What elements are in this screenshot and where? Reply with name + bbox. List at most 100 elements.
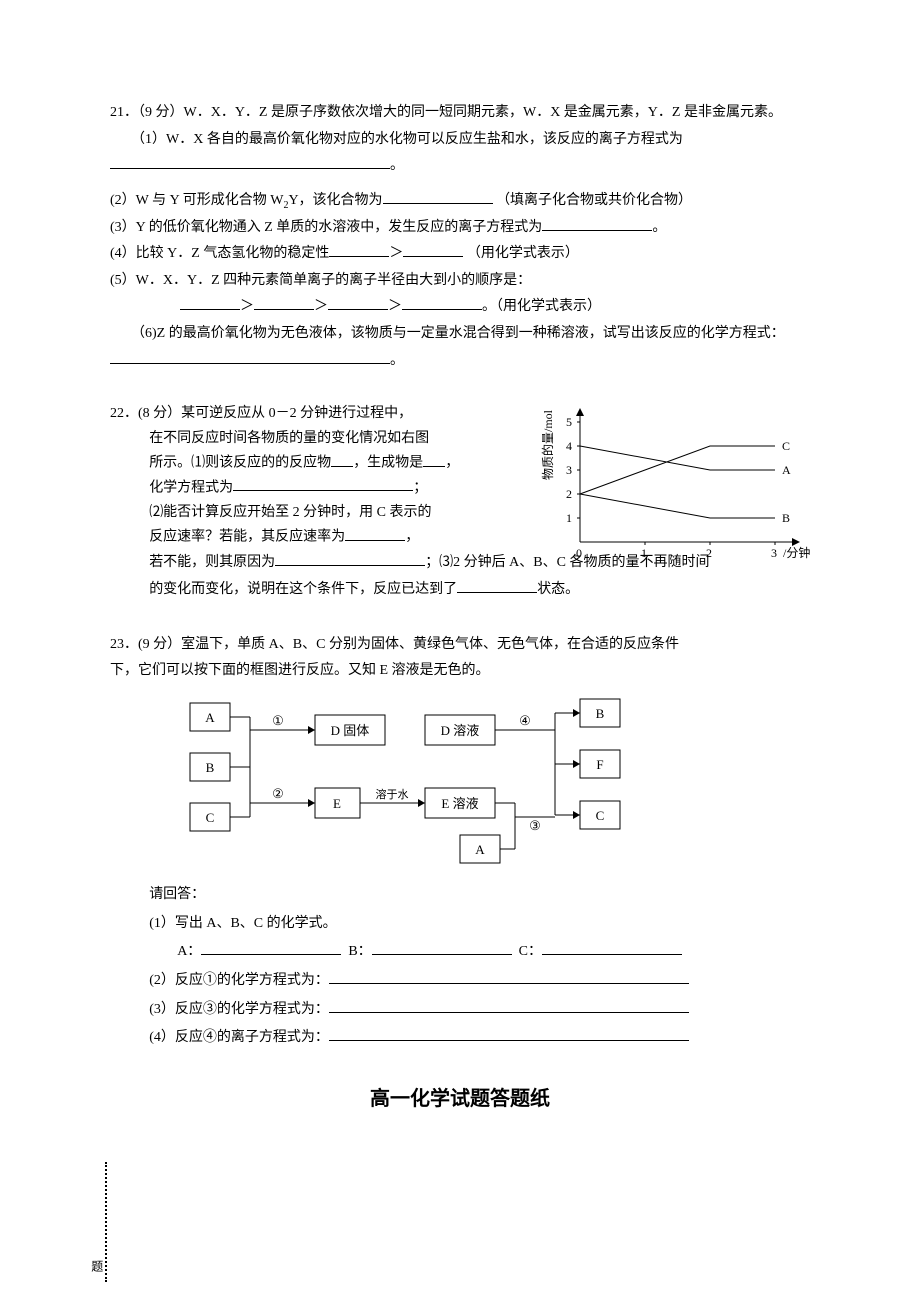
svg-text:B: B — [206, 760, 215, 775]
blank-line[interactable] — [110, 348, 390, 363]
svg-text:E 溶液: E 溶液 — [441, 796, 478, 811]
svg-text:C: C — [206, 810, 215, 825]
blank-line[interactable] — [403, 242, 463, 257]
q22-head: 22．(8 分）某可逆反应从 0－2 分钟进行过程中， — [110, 402, 490, 427]
comma: ， — [405, 530, 419, 545]
q21-p4b: （用化学式表示） — [467, 246, 579, 261]
svg-text:B: B — [596, 706, 605, 721]
svg-text:3: 3 — [771, 546, 777, 560]
label-C: C — [782, 439, 790, 453]
flow-svg: A B C ① D 固体 ② E 溶 — [180, 695, 740, 870]
q22-textcol: 22．(8 分）某可逆反应从 0－2 分钟进行过程中， 在不同反应时间各物质的量… — [110, 402, 490, 550]
blank-line[interactable] — [329, 1026, 689, 1041]
q22-l6a: 反应速率？若能，其反应速率为 — [149, 530, 345, 545]
spacer — [110, 180, 810, 188]
svg-text:4: 4 — [566, 439, 572, 453]
q21-p5b: 。（用化学式表示） — [482, 299, 601, 314]
label-C: C： — [519, 944, 542, 959]
blank-line[interactable] — [110, 154, 390, 169]
q23-a1: (1）写出 A、B、C 的化学式。 — [149, 911, 810, 938]
blank-line[interactable] — [372, 940, 512, 955]
blank-line[interactable] — [423, 451, 445, 466]
svg-text:①: ① — [272, 713, 284, 728]
q23-a1-blanks: A： B： C： — [149, 939, 810, 966]
q23-prompt: 请回答： — [149, 882, 810, 909]
blank-line[interactable] — [275, 551, 425, 566]
blank-line[interactable] — [402, 295, 482, 310]
q23-stem2: 下，它们可以按下面的框图进行反应。又知 E 溶液是无色的。 — [110, 658, 810, 685]
q23-answers: 请回答： (1）写出 A、B、C 的化学式。 A： B： C： (2）反应①的化… — [110, 882, 810, 1052]
svg-text:2: 2 — [706, 546, 712, 560]
svg-text:0: 0 — [576, 546, 582, 560]
blank-line[interactable] — [542, 215, 652, 230]
blank-line[interactable] — [254, 295, 314, 310]
q22-l3b: ，生成物是 — [353, 456, 423, 471]
x-arrow-icon — [792, 538, 800, 546]
q22-l3a: 所示。⑴则该反应的的反应物 — [149, 456, 331, 471]
q22-l8: 的变化而变化，说明在这个条件下，反应已达到了状态。 — [110, 577, 810, 604]
blank-line[interactable] — [542, 940, 682, 955]
q23-flowchart: A B C ① D 固体 ② E 溶 — [180, 695, 810, 881]
svg-text:C: C — [596, 808, 605, 823]
svg-text:1: 1 — [566, 511, 572, 525]
svg-text:3: 3 — [566, 463, 572, 477]
label-A: A： — [177, 944, 201, 959]
q22-l4a: 化学方程式为 — [149, 480, 233, 495]
blank-line[interactable] — [233, 476, 413, 491]
xticks: 0 1 2 3 /分钟 — [576, 542, 810, 560]
blank-line[interactable] — [345, 525, 405, 540]
gt: ＞ — [314, 299, 328, 314]
svg-text:D 溶液: D 溶液 — [441, 723, 480, 738]
q21-stem: 21．（9 分）W．X．Y．Z 是原子序数依次增大的同一短同期元素，W．X 是金… — [110, 100, 810, 127]
q23-a2: (2）反应①的化学方程式为： — [149, 968, 810, 995]
blank-line[interactable] — [201, 940, 341, 955]
question-23: 23．(9 分）室温下，单质 A、B、C 分别为固体、黄绿色气体、无色气体，在合… — [110, 632, 810, 1052]
q21-p1-text: （1）W．X 各自的最高价氧化物对应的水化物可以反应生盐和水，该反应的离子方程式… — [131, 132, 683, 147]
blank-line[interactable] — [331, 451, 353, 466]
blank-line[interactable] — [329, 997, 689, 1012]
blank-line[interactable] — [457, 578, 537, 593]
blank-line[interactable] — [329, 969, 689, 984]
gt: ＞ — [388, 299, 402, 314]
svg-text:A: A — [205, 710, 215, 725]
svg-text:E: E — [333, 796, 341, 811]
q22-l3: 所示。⑴则该反应的的反应物，生成物是， — [110, 451, 490, 476]
svg-text:A: A — [475, 842, 485, 857]
label-B: B — [782, 511, 790, 525]
answer-sheet-title: 高一化学试题答题纸 — [110, 1080, 810, 1118]
q22-l8b: 状态。 — [537, 582, 579, 597]
q21-p1-blankrow: 。 — [110, 153, 810, 180]
q21-part5: (5）W．X．Y．Z 四种元素简单离子的离子半径由大到小的顺序是： — [110, 268, 810, 295]
blank-line[interactable] — [383, 188, 493, 203]
svg-text:②: ② — [272, 786, 284, 801]
q23-a3: (3）反应③的化学方程式为： — [149, 997, 810, 1024]
line-chart-svg: 物质的量/mol 1 2 3 4 5 0 1 2 — [540, 402, 830, 567]
q22-l2: 在不同反应时间各物质的量的变化情况如右图 — [110, 427, 490, 452]
gt: ＞ — [240, 299, 254, 314]
q21-part1: （1）W．X 各自的最高价氧化物对应的水化物可以反应生盐和水，该反应的离子方程式… — [110, 127, 810, 154]
q21-p6a: （6)Z 的最高价氧化物为无色液体，该物质与一定量水混合得到一种稀溶液，试写出该… — [131, 326, 785, 341]
yticks: 1 2 3 4 5 — [566, 415, 580, 525]
period: 。 — [390, 353, 404, 368]
q21-part2: (2）W 与 Y 可形成化合物 W2Y，该化合物为 （填离子化合物或共价化合物） — [110, 188, 810, 215]
blank-line[interactable] — [328, 295, 388, 310]
blank-line[interactable] — [180, 295, 240, 310]
svg-text:1: 1 — [641, 546, 647, 560]
q21-p5a: (5）W．X．Y．Z 四种元素简单离子的离子半径由大到小的顺序是： — [110, 273, 531, 288]
blank-line[interactable] — [329, 242, 389, 257]
svg-text:5: 5 — [566, 415, 572, 429]
label-A: A — [782, 463, 791, 477]
q21-p2a: (2）W 与 Y 可形成化合物 W — [110, 193, 283, 208]
period: 。 — [652, 220, 666, 235]
q23-a4: (4）反应④的离子方程式为： — [149, 1025, 810, 1052]
semi: ； — [413, 480, 427, 495]
q22-chart: 物质的量/mol 1 2 3 4 5 0 1 2 — [540, 402, 830, 578]
q22-l5: ⑵能否计算反应开始至 2 分钟时，用 C 表示的 — [110, 501, 490, 526]
q21-part3: (3）Y 的低价氧化物通入 Z 单质的水溶液中，发生反应的离子方程式为。 — [110, 215, 810, 242]
svg-text:/分钟: /分钟 — [783, 545, 810, 560]
svg-text:③: ③ — [529, 818, 541, 833]
q22-l7a: 若不能，则其原因为 — [149, 555, 275, 570]
q22-l4: 化学方程式为 ； — [110, 476, 490, 501]
q23-a3-label: (3）反应③的化学方程式为： — [149, 1002, 329, 1017]
label-B: B： — [348, 944, 371, 959]
